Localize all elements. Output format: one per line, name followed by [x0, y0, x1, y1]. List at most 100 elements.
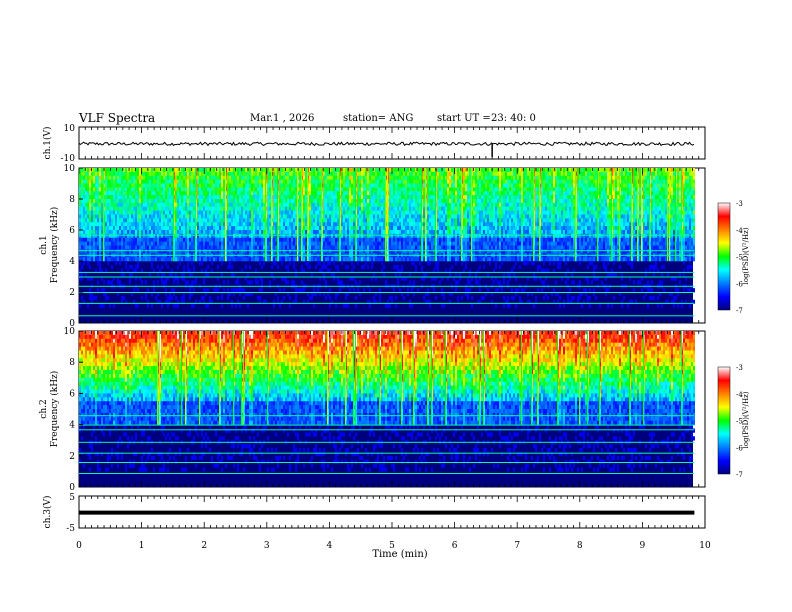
- ch1-spectrogram-cell: [427, 175, 429, 180]
- ch1-spectrogram-cell: [315, 237, 317, 242]
- ch1-spectrogram-cell: [129, 183, 131, 188]
- ch1-spectrogram-cell: [217, 230, 219, 235]
- ch1-spectrogram-cell: [91, 195, 93, 200]
- ch1-spectrogram-cell: [395, 303, 397, 308]
- ch1-spectrogram-cell: [255, 179, 257, 184]
- ch1-spectrogram-cell: [211, 191, 213, 196]
- ch1-spectrogram-cell: [427, 191, 429, 196]
- ch1-spectrogram-cell: [79, 226, 81, 231]
- ch1-spectrogram-cell: [331, 187, 333, 192]
- ch1-spectrogram-cell: [333, 272, 335, 277]
- ch1-spectrogram-cell: [99, 175, 101, 180]
- ch1-spectrogram-cell: [405, 179, 407, 184]
- ch1-spectrogram-cell: [141, 249, 143, 254]
- ch1-spectrogram-cell: [135, 218, 137, 223]
- ch1-spectrogram-cell: [247, 187, 249, 192]
- ch1-spectrogram-cell: [279, 237, 281, 242]
- ch1-spectrogram-cell: [211, 245, 213, 250]
- ch1-spectrogram-cell: [357, 233, 359, 239]
- ch1-spectrogram-cell: [231, 218, 233, 223]
- ch1-spectrogram-cell: [81, 241, 83, 246]
- ch1-spectrogram-cell: [403, 179, 405, 184]
- ch1-spectrogram-cell: [323, 276, 325, 281]
- ch1-spectrogram-cell: [255, 168, 257, 173]
- ch1-spectrogram-cell: [257, 202, 259, 208]
- ch1-spectrogram-cell: [179, 202, 181, 208]
- ch1-spectrogram-cell: [109, 202, 111, 208]
- ch1-spectrogram-cell: [185, 249, 187, 254]
- ch1-spectrogram-cell: [139, 222, 141, 227]
- ch1-spectrogram-cell: [145, 222, 147, 227]
- ch1-spectrogram-cell: [161, 257, 163, 262]
- ch1-spectrogram-cell: [205, 257, 207, 262]
- ch1-spectrogram-cell: [403, 206, 405, 211]
- ch1-spectrogram-cell: [159, 249, 161, 254]
- ch1-spectrogram-cell: [229, 191, 231, 196]
- ch1-spectrogram-cell: [127, 268, 129, 273]
- ch1-spectrogram-cell: [433, 237, 435, 242]
- ch1-spectrogram-cell: [395, 210, 397, 215]
- ch1-spectrogram-cell: [257, 206, 259, 211]
- ch1-spectrogram-cell: [159, 183, 161, 188]
- ch1-spectrogram-cell: [389, 195, 391, 200]
- ch1-spectrogram-cell: [373, 295, 375, 301]
- ch1-spectrogram-cell: [299, 222, 301, 227]
- ch1-spectrogram-cell: [79, 214, 81, 219]
- ch1-spectrogram-cell: [233, 272, 235, 277]
- ch1-spectrogram-cell: [113, 199, 115, 204]
- ch1-spectrogram-cell: [187, 171, 189, 177]
- ch1-spectrogram-cell: [423, 199, 425, 204]
- ch1-spectrogram-cell: [217, 168, 219, 173]
- ch1-spectrogram-cell: [153, 230, 155, 235]
- ch1-spectrogram-cell: [311, 175, 313, 180]
- ch1-spectrogram-cell: [161, 187, 163, 192]
- ch1-spectrogram-cell: [337, 171, 339, 177]
- ch1-spectrogram-cell: [221, 175, 223, 180]
- ch1-spectrogram-cell: [111, 206, 113, 211]
- ch1-spectrogram-cell: [305, 171, 307, 177]
- ch1-spectrogram-cell: [391, 210, 393, 215]
- ch1-spectrogram-cell: [319, 171, 321, 177]
- ch1-spectrogram-cell: [181, 191, 183, 196]
- ch1-spectrogram-cell: [289, 199, 291, 204]
- ch1-spectrogram-cell: [215, 202, 217, 208]
- ch1-spectrogram-cell: [247, 195, 249, 200]
- ch1-spectrogram-cell: [171, 191, 173, 196]
- ch1-spectrogram-cell: [253, 241, 255, 246]
- ch1-spectrogram-cell: [429, 241, 431, 246]
- ch1-spectrogram-cell: [389, 303, 391, 308]
- ch1-spectrogram-cell: [427, 237, 429, 242]
- ch1-spectrogram-cell: [295, 206, 297, 211]
- ch1-spectrogram-cell: [383, 199, 385, 204]
- ch1-spectrogram-cell: [351, 222, 353, 227]
- ch1-spectrogram-cell: [347, 237, 349, 242]
- ch1-spectrogram-cell: [251, 226, 253, 231]
- ch1-spectrogram-cell: [313, 241, 315, 246]
- ch1-spectrogram-cell: [141, 226, 143, 231]
- ch1-spectrogram-cell: [187, 168, 189, 173]
- ch1-spectrogram-cell: [165, 276, 167, 281]
- ch1-spectrogram-cell: [351, 257, 353, 262]
- ch1-spectrogram-cell: [307, 299, 309, 304]
- ch1-spectrogram-cell: [397, 280, 399, 285]
- ch1-spectrogram-cell: [341, 175, 343, 180]
- ch1-spectrogram-cell: [309, 241, 311, 246]
- ch1-spectrogram-cell: [431, 210, 433, 215]
- ch1-spectrogram-cell: [295, 292, 297, 297]
- ch1-spectrogram-cell: [327, 187, 329, 192]
- ch1-spectrogram-cell: [227, 295, 229, 301]
- ch1-spectrogram-cell: [183, 295, 185, 301]
- ch1-spectrogram-cell: [89, 295, 91, 301]
- ch1-spectrogram-cell: [183, 206, 185, 211]
- ch1-spectrogram-cell: [299, 179, 301, 184]
- ch1-spectrogram-cell: [117, 191, 119, 196]
- ch1-spectrogram-cell: [341, 210, 343, 215]
- ch1-spectrogram-cell: [81, 245, 83, 250]
- ch1-spectrogram-cell: [99, 249, 101, 254]
- ch1-spectrogram-cell: [197, 202, 199, 208]
- ch1-spectrogram-cell: [229, 249, 231, 254]
- ch1-spectrogram-cell: [255, 199, 257, 204]
- ch1-spectrogram-cell: [387, 303, 389, 308]
- ch1-spectrogram-cell: [131, 245, 133, 250]
- ch1-spectrogram-cell: [291, 218, 293, 223]
